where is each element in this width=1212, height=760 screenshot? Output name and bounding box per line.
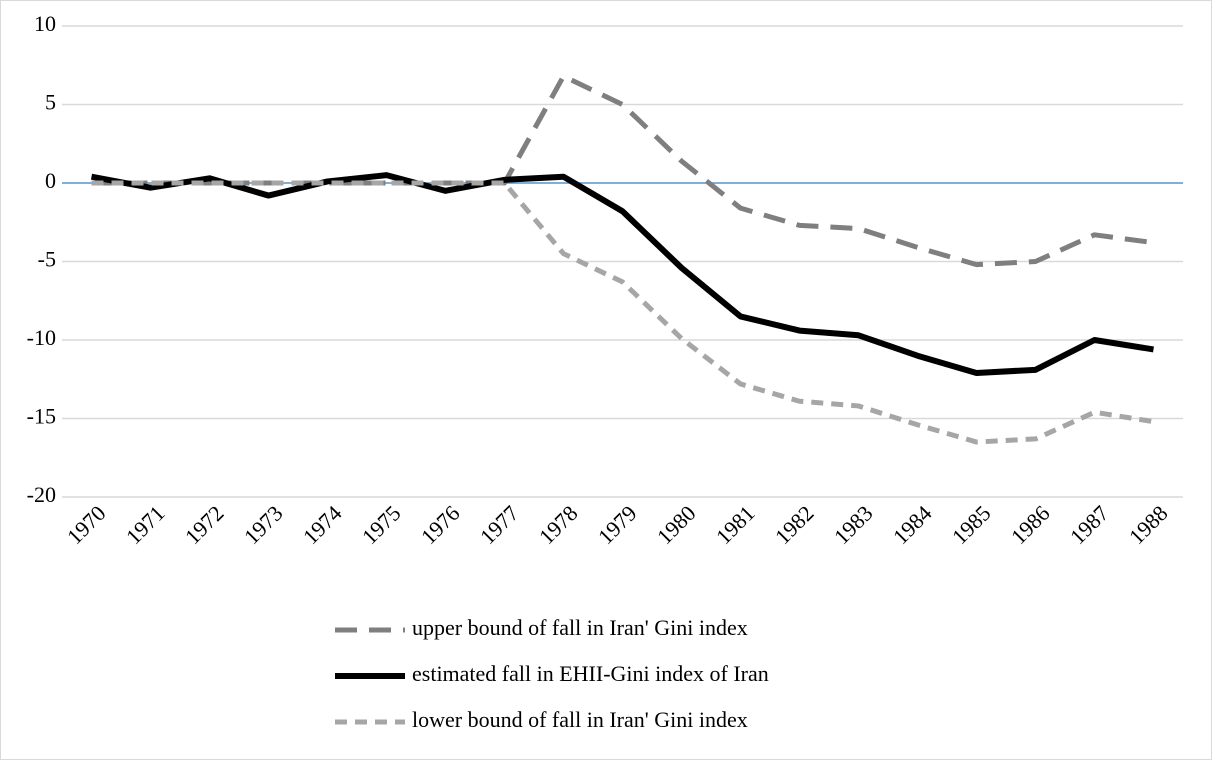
y-tick-label: 0 (45, 168, 56, 193)
series-line (90, 172, 1154, 376)
y-tick-label: -20 (27, 482, 56, 507)
series-line (91, 180, 1154, 445)
y-tick-label: -5 (38, 247, 56, 272)
y-tick-label: -15 (27, 404, 56, 429)
legend-label: estimated fall in EHII-Gini index of Ira… (412, 661, 769, 686)
y-tick-label: 10 (34, 11, 56, 36)
y-tick-label: -10 (27, 325, 56, 350)
legend-label: upper bound of fall in Iran' Gini index (412, 615, 748, 640)
legend-label: lower bound of fall in Iran' Gini index (412, 707, 748, 732)
series-line (91, 73, 1154, 268)
y-tick-label: 5 (45, 90, 56, 115)
